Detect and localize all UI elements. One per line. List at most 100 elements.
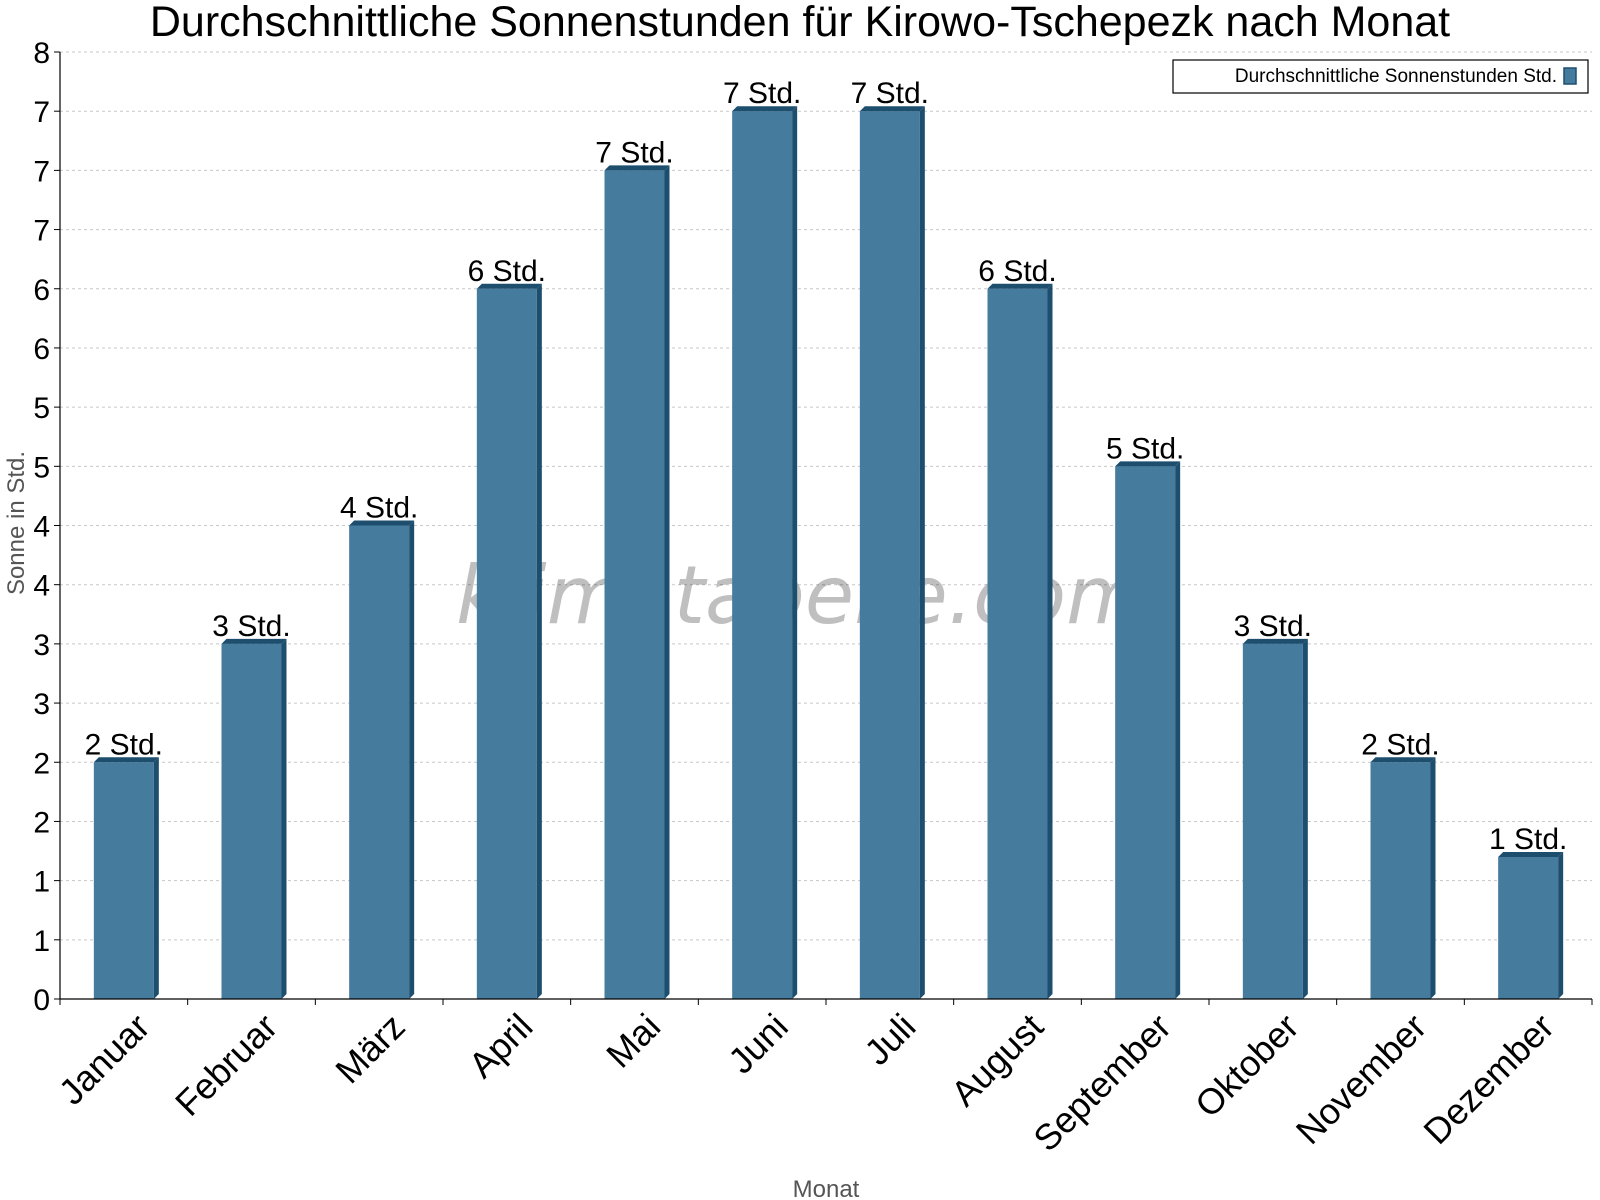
- bar-side: [281, 638, 287, 999]
- bar-face: [476, 288, 537, 999]
- bar-top: [476, 283, 542, 289]
- bars: [93, 106, 1564, 999]
- data-label: 1 Std.: [1489, 823, 1567, 856]
- bar-face: [1242, 643, 1303, 999]
- data-label: 3 Std.: [1234, 610, 1312, 643]
- y-tick-label: 6: [33, 274, 50, 307]
- data-label: 3 Std.: [212, 610, 290, 643]
- bar-top: [349, 520, 415, 526]
- bar-top: [987, 283, 1053, 289]
- x-tick-label: November: [1288, 1006, 1434, 1152]
- data-label: 7 Std.: [595, 136, 673, 169]
- bar-face: [1498, 856, 1559, 999]
- bar: [476, 283, 542, 999]
- y-tick-label: 7: [33, 215, 50, 248]
- data-label: 7 Std.: [723, 77, 801, 110]
- bar-face: [221, 643, 282, 999]
- data-label: 4 Std.: [340, 492, 418, 525]
- bar: [604, 165, 670, 999]
- bar: [859, 106, 925, 999]
- bar: [1498, 851, 1564, 999]
- bar: [987, 283, 1053, 999]
- bar-face: [859, 111, 920, 999]
- x-tick-label: März: [327, 1006, 413, 1092]
- bar-top: [859, 106, 925, 112]
- bar-top: [1115, 461, 1181, 467]
- data-label: 6 Std.: [468, 255, 546, 288]
- bar: [1370, 757, 1436, 999]
- x-tick-labels: Januar Februar März April Mai Juni Juli AugustS…: [51, 1006, 1562, 1160]
- data-label: 7 Std.: [851, 77, 929, 110]
- y-tick-label: 1: [33, 866, 50, 899]
- y-tick-label: 5: [33, 451, 50, 484]
- bar: [1242, 638, 1308, 999]
- bar-face: [732, 111, 793, 999]
- bar-side: [536, 283, 542, 999]
- bar-top: [1498, 851, 1564, 857]
- data-label: 6 Std.: [978, 255, 1056, 288]
- bar-side: [1430, 757, 1436, 999]
- bar-face: [349, 525, 410, 999]
- data-label: 2 Std.: [1361, 728, 1439, 761]
- x-tick-label: April: [461, 1006, 541, 1086]
- bar-side: [792, 106, 798, 999]
- axes: [54, 51, 1593, 1005]
- y-tick-label: 6: [33, 333, 50, 366]
- y-axis-title: Sonne in Std.: [3, 451, 30, 595]
- bar-side: [1558, 851, 1564, 999]
- bar-top: [221, 638, 287, 644]
- bar-top: [604, 165, 670, 171]
- bar-face: [1370, 762, 1431, 999]
- bar-top: [1370, 757, 1436, 763]
- grid: [60, 51, 1592, 941]
- bar: [732, 106, 798, 999]
- y-tick-label: 7: [33, 96, 50, 129]
- x-tick-label: Oktober: [1187, 1006, 1307, 1126]
- x-tick-label: Mai: [598, 1006, 668, 1076]
- x-tick-label: September: [1025, 1006, 1179, 1160]
- bar-side: [1047, 283, 1053, 999]
- data-label: 5 Std.: [1106, 432, 1184, 465]
- x-axis-title: Monat: [793, 1176, 860, 1200]
- y-tick-label: 8: [33, 37, 50, 70]
- y-tick-label: 2: [33, 806, 50, 839]
- bar-side: [153, 757, 159, 999]
- y-tick-label: 5: [33, 392, 50, 425]
- x-tick-label: Dezember: [1415, 1006, 1561, 1152]
- bar-top: [93, 757, 159, 763]
- bar-top: [1242, 638, 1308, 644]
- y-tick-label: 1: [33, 925, 50, 958]
- x-tick-label: Juli: [856, 1006, 923, 1073]
- y-tick-labels: 0 1 1 2 2 3 3 4 4 5 5 6 6 7 7 7 8: [33, 37, 50, 1017]
- bar-top: [732, 106, 798, 112]
- y-tick-label: 0: [33, 984, 50, 1017]
- legend: Durchschnittliche Sonnenstunden Std.: [1172, 59, 1589, 94]
- bar-side: [1302, 638, 1308, 999]
- x-tick-label: Januar: [51, 1006, 158, 1113]
- bar-face: [1115, 466, 1176, 999]
- legend-box: [1172, 59, 1589, 94]
- bar-face: [93, 762, 154, 999]
- bar-side: [409, 520, 415, 999]
- x-tick-label: Februar: [167, 1006, 285, 1124]
- chart-title: Durchschnittliche Sonnenstunden für Kiro…: [150, 0, 1450, 46]
- data-label: 2 Std.: [85, 728, 163, 761]
- y-tick-label: 4: [33, 511, 50, 544]
- x-tick-label: August: [943, 1006, 1051, 1114]
- x-tick-label: Juni: [720, 1006, 796, 1082]
- bar: [221, 638, 287, 999]
- y-tick-label: 7: [33, 155, 50, 188]
- bar: [349, 520, 415, 999]
- y-tick-label: 3: [33, 629, 50, 662]
- y-tick-label: 3: [33, 688, 50, 721]
- bar-face: [604, 170, 665, 999]
- bar-side: [664, 165, 670, 999]
- bar-side: [1175, 461, 1181, 999]
- bar: [93, 757, 159, 999]
- bar-face: [987, 288, 1048, 999]
- legend-label: Durchschnittliche Sonnenstunden Std.: [1235, 66, 1557, 87]
- y-tick-label: 4: [33, 570, 50, 603]
- y-tick-label: 2: [33, 747, 50, 780]
- data-labels: 2 Std. 3 Std. 4 Std. 6 Std. 7 Std. 7 Std. 7 St…: [85, 77, 1568, 856]
